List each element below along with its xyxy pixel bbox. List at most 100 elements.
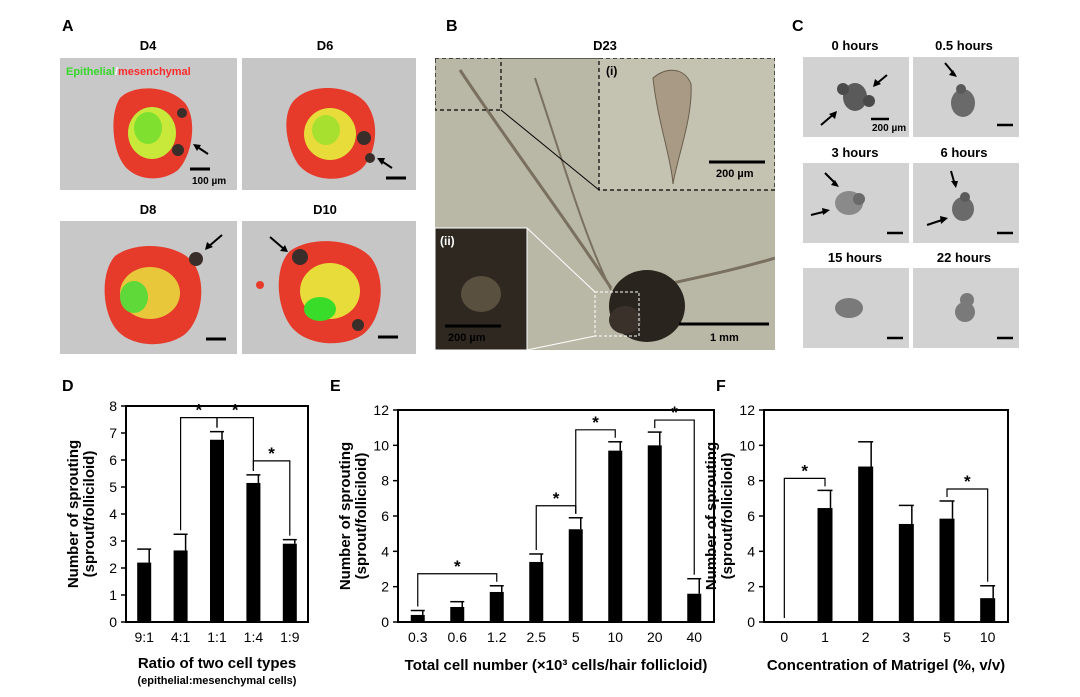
plot-frame	[397, 409, 715, 623]
bar	[137, 562, 152, 622]
bar	[817, 508, 833, 622]
micrograph-d4-graphic	[113, 88, 210, 179]
panel-b-title: D23	[593, 38, 617, 53]
significance-bracket	[654, 419, 695, 575]
overlay-legend-mesenchymal: mesenchymal	[117, 66, 191, 78]
bar	[246, 482, 261, 622]
panel-label-c: C	[792, 18, 804, 35]
micrograph-05h-graphic	[944, 62, 1013, 127]
significance-bracket	[946, 488, 989, 582]
y-tick-label: 3	[109, 533, 117, 549]
x-tick-label: 9:1	[134, 629, 154, 645]
y-tick-label: 6	[109, 452, 117, 468]
panel-c-title-22h: 22 hours	[936, 250, 992, 265]
panel-label-e: E	[330, 378, 341, 395]
y-tick-label: 8	[109, 398, 117, 414]
significance-marker: *	[592, 413, 599, 432]
y-tick-label: 2	[747, 579, 755, 595]
plot-frame	[763, 409, 1009, 623]
y-tick-label: 8	[747, 473, 755, 489]
panel-a-title-d4: D4	[139, 38, 157, 53]
y-tick-label: 10	[373, 437, 389, 453]
y-axis-label-units: (sprout/folliciloid)	[719, 453, 736, 580]
bar	[980, 598, 996, 622]
overlay-legend-slash: /	[114, 66, 118, 78]
significance-bracket	[575, 429, 616, 514]
bar	[450, 606, 465, 622]
significance-marker: *	[195, 401, 202, 420]
panel-a-title-d10: D10	[313, 202, 337, 217]
y-tick-label: 6	[381, 508, 389, 524]
bar	[410, 614, 425, 622]
micrograph-d8	[60, 221, 237, 354]
x-tick-label: 1:4	[244, 629, 264, 645]
inset-ii-label: (ii)	[440, 234, 455, 248]
micrograph-d4	[60, 58, 237, 190]
micrograph-05h	[913, 57, 1019, 137]
y-axis-label-units: (sprout/folliciloid)	[81, 451, 98, 578]
x-tick-label: 2	[862, 629, 870, 645]
micrograph-3h	[803, 163, 909, 243]
panel-c-title-6h: 6 hours	[940, 145, 988, 160]
significance-marker: *	[671, 403, 678, 422]
micrograph-15h	[803, 268, 909, 348]
significance-marker: *	[268, 444, 275, 463]
y-tick-label: 5	[109, 479, 117, 495]
y-tick-label: 0	[381, 614, 389, 630]
bar	[173, 550, 188, 622]
y-tick-label: 0	[747, 614, 755, 630]
x-tick-label: 40	[686, 629, 702, 645]
x-tick-label: 1	[821, 629, 829, 645]
y-tick-label: 7	[109, 425, 117, 441]
scale-label-a: 100 µm	[192, 176, 227, 187]
x-axis-label: Concentration of Matrigel (%, v/v)	[767, 657, 1005, 674]
scale-label-c: 200 µm	[872, 123, 907, 134]
significance-bracket	[783, 477, 826, 618]
x-tick-label: 0.3	[408, 629, 428, 645]
micrograph-d10-graphic	[256, 236, 398, 344]
significance-bracket	[252, 460, 291, 536]
overlay-legend: Epithelial/mesenchymal	[66, 66, 191, 78]
panel-a-title-d8: D8	[139, 202, 157, 217]
x-tick-label: 1:1	[207, 629, 227, 645]
micrograph-3h-graphic	[810, 172, 903, 235]
x-axis-label: Ratio of two cell types	[138, 655, 296, 672]
y-tick-label: 4	[747, 543, 755, 559]
bar	[898, 523, 914, 622]
y-tick-label: 4	[109, 506, 117, 522]
bar	[529, 561, 544, 622]
y-axis-label: Number of sprouting	[703, 442, 720, 590]
micrograph-0h-graphic	[820, 74, 889, 126]
x-tick-label: 0	[780, 629, 788, 645]
x-tick-label: 5	[943, 629, 951, 645]
significance-marker: *	[964, 472, 971, 491]
y-tick-label: 6	[747, 508, 755, 524]
x-tick-label: 2.5	[527, 629, 547, 645]
panel-c-title-05h: 0.5 hours	[935, 38, 993, 53]
micrograph-22h	[913, 268, 1019, 348]
y-tick-label: 8	[381, 473, 389, 489]
y-tick-label: 2	[109, 560, 117, 576]
significance-bracket	[417, 573, 498, 607]
micrograph-d6-graphic	[286, 87, 406, 180]
x-tick-label: 10	[607, 629, 623, 645]
x-tick-label: 3	[902, 629, 910, 645]
chart-d: 0 1 2 3 4 5 6 7 8 9:1 4:1 1:1 1:4 1:9 * * * Number of spr…	[65, 398, 309, 687]
micrograph-d23	[435, 58, 775, 350]
bar	[939, 518, 955, 622]
significance-marker: *	[553, 489, 560, 508]
x-tick-label: 1:9	[280, 629, 300, 645]
scale-label-inset-i: 200 µm	[716, 168, 754, 180]
significance-marker: *	[801, 461, 808, 480]
micrograph-d10	[242, 221, 416, 354]
y-axis-label-units: (sprout/folliciloid)	[353, 453, 370, 580]
micrograph-d23-graphic	[435, 58, 775, 350]
panel-a-title-d6: D6	[316, 38, 334, 53]
x-axis-sublabel: (epithelial:mesenchymal cells)	[138, 675, 297, 687]
bar	[210, 439, 224, 622]
y-tick-label: 4	[381, 543, 389, 559]
y-tick-label: 0	[109, 614, 117, 630]
panel-c-title-0h: 0 hours	[831, 38, 879, 53]
y-tick-label: 2	[381, 579, 389, 595]
